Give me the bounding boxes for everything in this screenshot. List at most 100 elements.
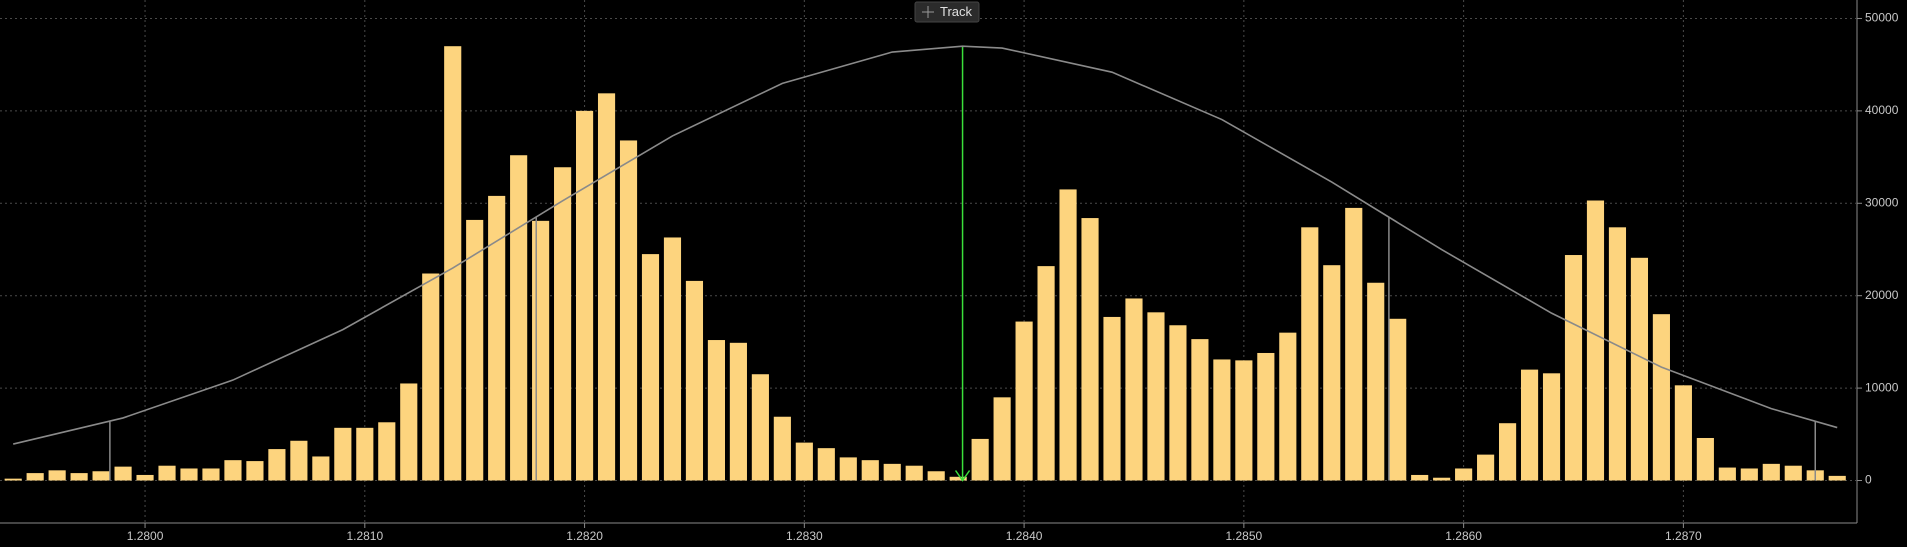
x-tick-label: 1.2860: [1445, 529, 1482, 543]
bar: [26, 473, 44, 481]
bar: [773, 416, 791, 481]
bar: [949, 476, 967, 481]
bar: [1455, 468, 1473, 481]
bar: [839, 457, 857, 481]
y-tick-label: 50000: [1865, 11, 1899, 25]
bar: [554, 167, 572, 481]
bar: [1652, 314, 1670, 481]
bar: [224, 460, 242, 481]
track-button[interactable]: Track: [914, 1, 980, 23]
bar: [1279, 332, 1297, 481]
y-tick-label: 20000: [1865, 288, 1899, 302]
bar: [993, 397, 1011, 481]
x-tick-label: 1.2800: [127, 529, 164, 543]
bar: [861, 460, 879, 481]
bar: [1740, 468, 1758, 481]
bar: [1586, 200, 1605, 481]
bar: [246, 461, 264, 481]
bar: [1257, 352, 1275, 481]
bar: [158, 465, 176, 481]
bar: [1828, 475, 1846, 481]
reference-arrow: [954, 470, 971, 482]
fit-curve: [13, 45, 1838, 445]
x-tick-label: 1.2820: [566, 529, 603, 543]
bar: [180, 468, 198, 481]
bar: [685, 280, 704, 481]
x-tick-label: 1.2840: [1006, 529, 1043, 543]
bar: [466, 219, 484, 481]
bar: [1696, 437, 1714, 481]
y-tick-label: 40000: [1865, 103, 1899, 117]
bar: [334, 427, 352, 481]
bar: [1037, 266, 1055, 481]
bar: [663, 237, 682, 481]
bar: [488, 195, 506, 481]
x-tick-label: 1.2850: [1226, 529, 1263, 543]
bar: [707, 340, 725, 481]
bar: [1103, 316, 1121, 481]
bar: [70, 473, 88, 481]
bar: [751, 374, 769, 481]
bar: [1718, 467, 1736, 481]
bar: [1542, 373, 1561, 481]
x-tick-label: 1.2870: [1665, 529, 1702, 543]
bar: [575, 110, 594, 481]
bar: [795, 442, 813, 481]
bar: [4, 478, 22, 481]
y-tick-label: 30000: [1865, 195, 1899, 209]
bar: [1477, 454, 1495, 481]
bar: [1608, 227, 1627, 481]
button-icon: [922, 6, 934, 18]
bar: [1213, 359, 1231, 481]
bar: [92, 471, 110, 481]
bar: [1630, 257, 1649, 481]
y-tick-label: 0: [1865, 473, 1872, 487]
bar: [378, 422, 396, 481]
bar: [927, 471, 945, 481]
bar: [1499, 423, 1517, 481]
bar: [312, 456, 330, 481]
bar: [641, 254, 660, 481]
bar: [1015, 321, 1033, 481]
bar: [1323, 265, 1341, 481]
bar: [1674, 385, 1692, 481]
bar: [729, 342, 747, 481]
bar: [1411, 474, 1429, 481]
bar: [136, 474, 154, 481]
bar: [444, 46, 462, 481]
bar: [619, 140, 638, 481]
bar: [114, 466, 132, 481]
bar: [268, 449, 286, 481]
bar: [1762, 463, 1780, 481]
bar: [1147, 312, 1165, 481]
bar: [400, 383, 418, 481]
bar: [1169, 325, 1187, 481]
bar: [1367, 282, 1385, 481]
bar: [817, 448, 835, 481]
bar: [422, 273, 440, 481]
bar: [202, 468, 220, 481]
bar: [971, 438, 989, 481]
x-tick-label: 1.2830: [786, 529, 823, 543]
bar: [1191, 339, 1209, 481]
bar: [1345, 207, 1363, 481]
bar: [356, 427, 374, 481]
bar: [597, 93, 616, 481]
bar: [1081, 218, 1099, 481]
bar: [1301, 227, 1319, 481]
bar: [1433, 477, 1451, 481]
bar: [1520, 369, 1539, 481]
bar: [532, 220, 550, 481]
bar: [1784, 465, 1802, 481]
button-label[interactable]: Track: [940, 4, 973, 19]
bar: [1059, 189, 1077, 481]
button-box[interactable]: [914, 1, 980, 23]
bar: [1389, 318, 1407, 481]
bar: [48, 470, 66, 481]
x-tick-label: 1.2810: [346, 529, 383, 543]
y-tick-label: 10000: [1865, 380, 1899, 394]
bar: [510, 155, 528, 481]
bar: [1125, 298, 1143, 481]
bar: [290, 440, 308, 481]
